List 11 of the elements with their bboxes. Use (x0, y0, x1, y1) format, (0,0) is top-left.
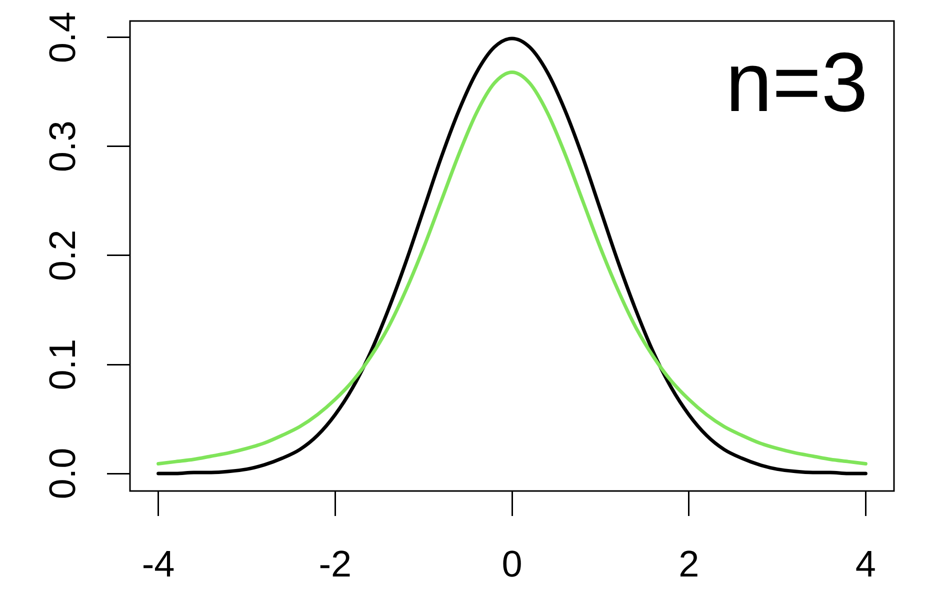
y-tick-label: 0.4 (42, 12, 83, 64)
x-tick-label: 2 (678, 543, 700, 584)
y-tick-label: 0.3 (42, 120, 83, 172)
x-tick-label: 4 (855, 543, 876, 584)
x-tick-label: -2 (318, 543, 352, 584)
x-tick-label: -4 (142, 543, 175, 584)
x-tick-label: 0 (502, 543, 522, 584)
y-tick-label: 0.1 (42, 338, 83, 390)
annotation: n=3 (726, 35, 868, 129)
y-tick-label: 0.2 (42, 230, 83, 282)
y-tick-label: 0.0 (42, 448, 83, 500)
